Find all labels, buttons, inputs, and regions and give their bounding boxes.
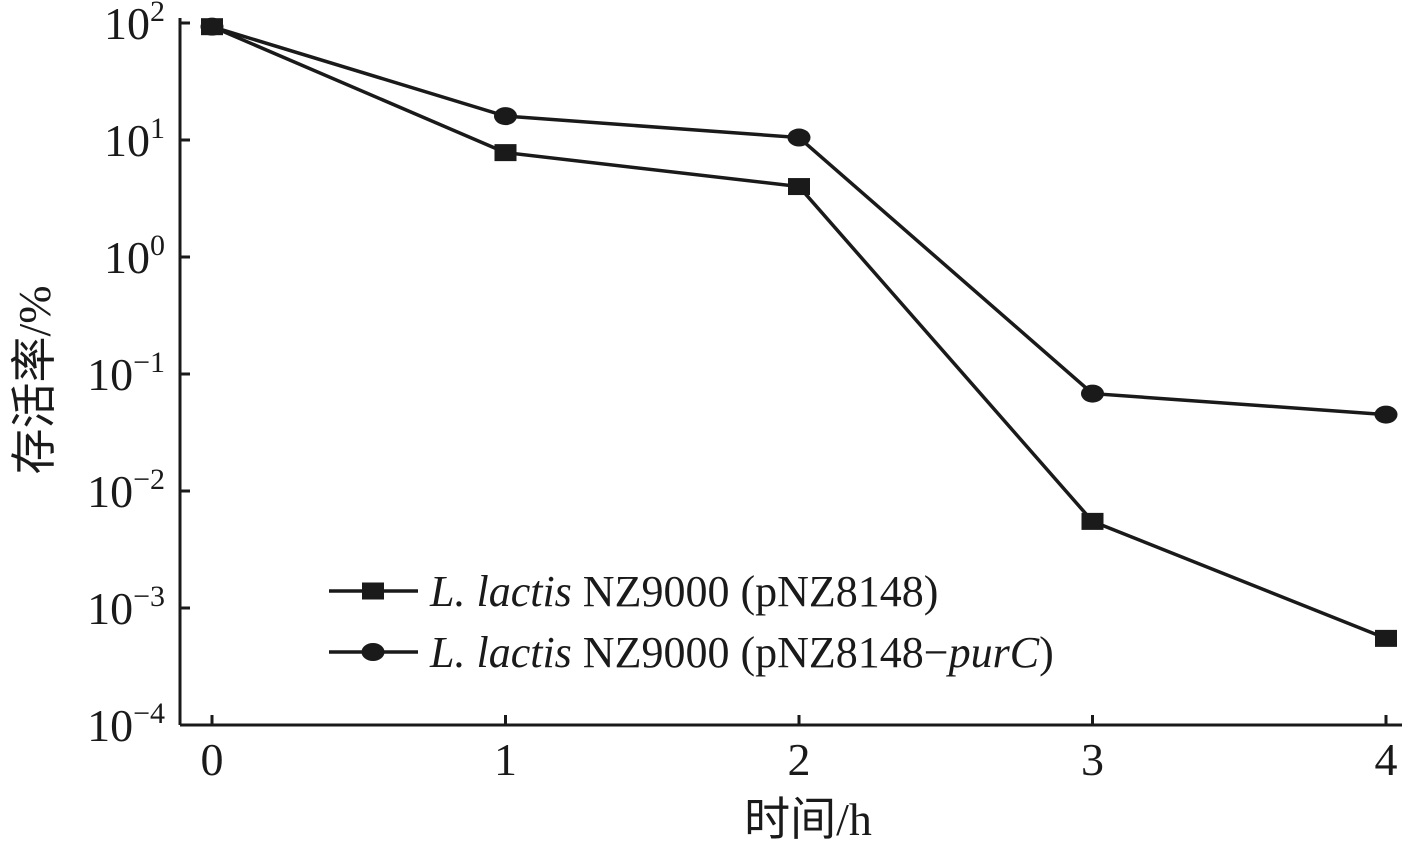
x-axis-title: 时间/h (744, 794, 872, 843)
legend-item-1: L. lactis NZ9000 (pNZ8148) (329, 567, 938, 616)
y-tick-label: 10−1 (87, 346, 165, 400)
data-point-square (1375, 629, 1397, 647)
ticks-layer: 102 101 100 10−1 10−2 10−3 10−4 0 1 2 3 4 (87, 0, 1397, 785)
x-tick-label: 4 (1375, 734, 1398, 785)
data-point-circle (1374, 405, 1398, 424)
y-tick-label: 100 (104, 229, 165, 283)
y-tick-label: 101 (104, 112, 165, 166)
x-tick-label: 1 (494, 734, 517, 785)
series-line (211, 25, 1387, 417)
data-point-square (1081, 512, 1104, 530)
legend-label: L. lactis NZ9000 (pNZ8148−purC) (429, 628, 1054, 677)
series-2 (200, 17, 1398, 424)
x-tick-label: 0 (201, 734, 224, 785)
legend-label: L. lactis NZ9000 (pNZ8148) (429, 567, 938, 616)
data-point-circle (494, 107, 517, 126)
axes-layer (178, 18, 1402, 727)
x-tick-label: 3 (1081, 734, 1104, 785)
y-tick-label: 10−4 (87, 697, 165, 751)
y-tick-label: 10−3 (87, 580, 165, 634)
series-line (211, 25, 1387, 641)
x-tick-label: 2 (788, 734, 811, 785)
y-axis-title: 存活率/% (9, 285, 60, 474)
legend: L. lactis NZ9000 (pNZ8148) L. lactis NZ90… (329, 567, 1054, 677)
data-point-circle (200, 17, 224, 36)
data-point-circle (787, 128, 811, 147)
legend-marker-circle (361, 643, 385, 661)
series-layer (200, 17, 1398, 647)
data-point-circle (1081, 384, 1104, 403)
data-point-square (788, 178, 810, 196)
legend-item-2: L. lactis NZ9000 (pNZ8148−purC) (329, 628, 1054, 677)
legend-marker-square (362, 582, 384, 600)
series-1 (201, 18, 1397, 647)
y-tick-label: 10−2 (87, 463, 165, 517)
data-point-square (494, 144, 517, 162)
y-tick-label: 102 (104, 0, 165, 49)
